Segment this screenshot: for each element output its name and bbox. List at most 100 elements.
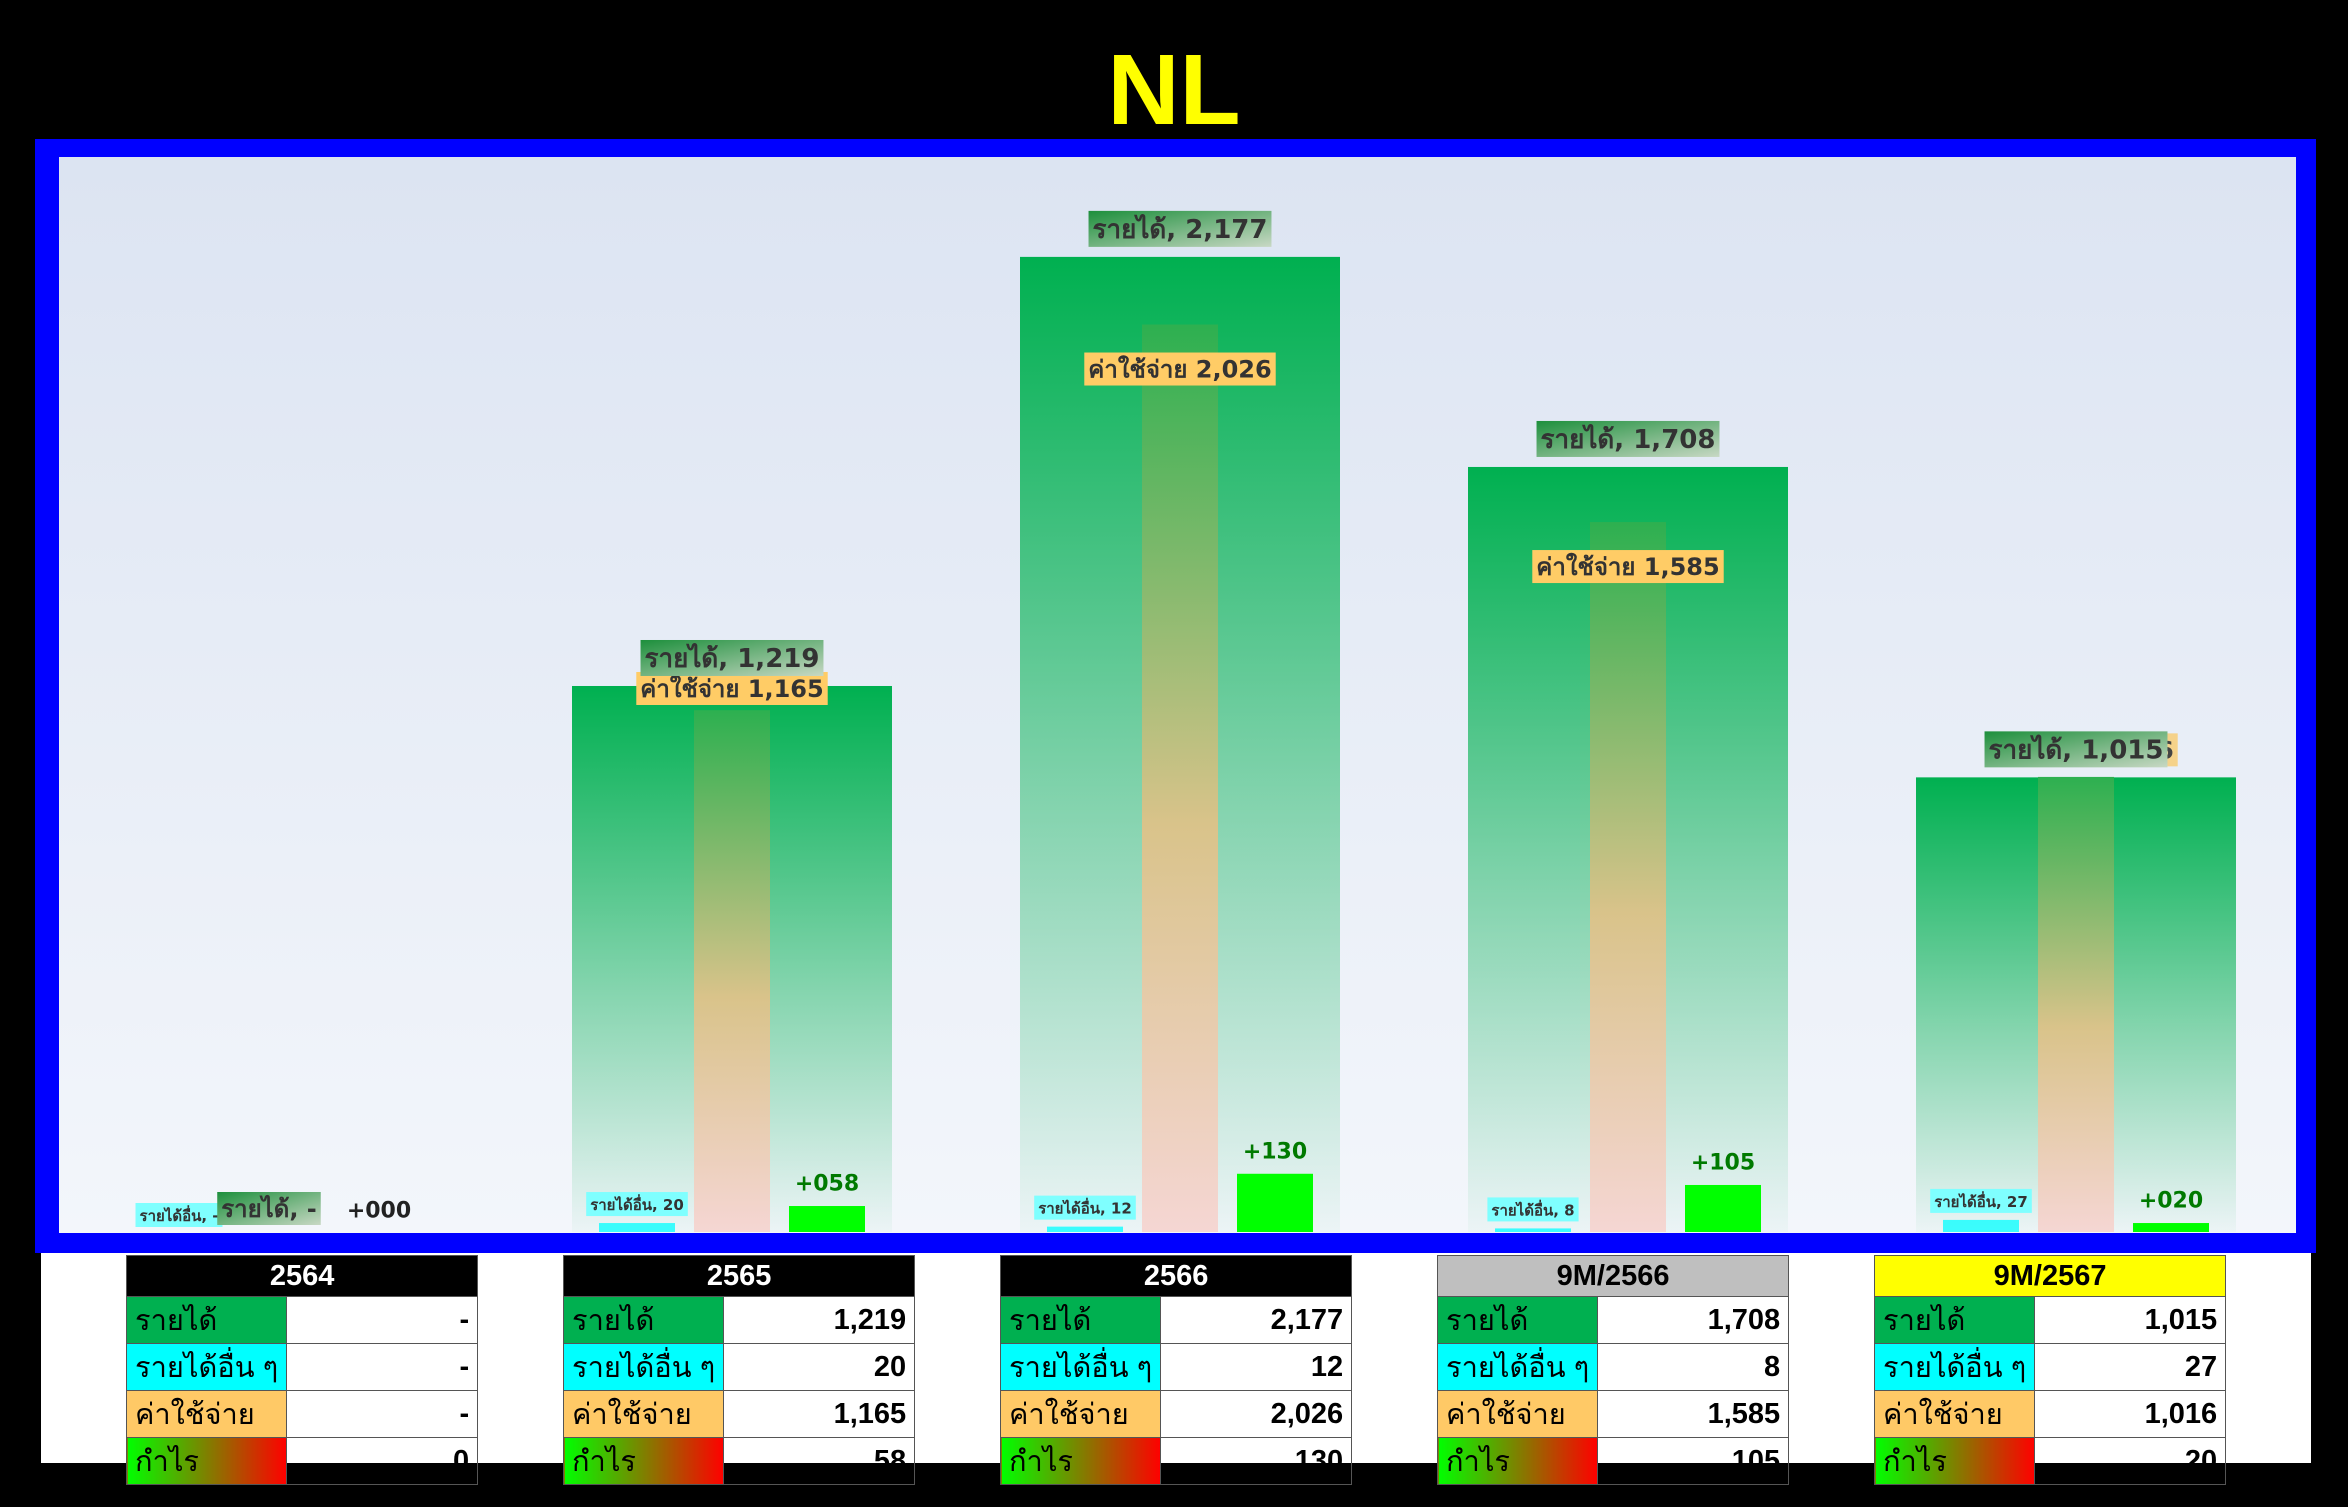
table-row: รายได้อื่น ๆ 20	[562, 1343, 916, 1391]
row-label: รายได้	[125, 1296, 288, 1344]
row-label: กำไร	[999, 1437, 1162, 1485]
table-row: รายได้ -	[125, 1296, 479, 1344]
row-value: 1,015	[2034, 1296, 2227, 1344]
expense-label-bg	[1084, 352, 1276, 386]
other-income-label: รายได้อื่น, 12	[1038, 1198, 1132, 1218]
row-label: รายได้อื่น ๆ	[1436, 1343, 1599, 1391]
page-title: NL	[1107, 34, 1241, 146]
other-income-label-bg	[1930, 1188, 2032, 1213]
profit-bar	[1685, 1184, 1761, 1232]
other-income-bar	[599, 1223, 675, 1232]
other-income-label: รายได้อื่น, 27	[1934, 1191, 2028, 1211]
table-row: รายได้อื่น ๆ 27	[1873, 1343, 2227, 1391]
other-income-bar	[1495, 1228, 1571, 1232]
profit-label: +020	[2139, 1189, 2203, 1214]
row-label: ค่าใช้จ่าย	[562, 1390, 725, 1438]
other-income-bar	[1047, 1226, 1123, 1232]
row-label: กำไร	[125, 1437, 288, 1485]
row-label: รายได้อื่น ๆ	[125, 1343, 288, 1391]
row-label: กำไร	[562, 1437, 725, 1485]
row-value: 27	[2034, 1343, 2227, 1391]
other-income-label-bg	[1487, 1197, 1579, 1222]
row-value: 2,177	[1160, 1296, 1353, 1344]
expense-bar	[1142, 324, 1218, 1232]
row-value: -	[286, 1296, 479, 1344]
row-label: ค่าใช้จ่าย	[1873, 1390, 2036, 1438]
row-value: 1,165	[723, 1390, 916, 1438]
other-income-label: รายได้อื่น, 8	[1491, 1199, 1574, 1219]
expense-bar	[1590, 522, 1666, 1232]
chart-plot-area: รายได้อื่น, - รายได้, - +000 ค่าใช้จ่าย 1,1…	[59, 157, 2296, 1233]
revenue-label: รายได้, -	[221, 1194, 317, 1223]
row-value: 2,026	[1160, 1390, 1353, 1438]
profit-bar	[1237, 1173, 1313, 1232]
table-header: 2564	[125, 1255, 479, 1297]
row-label: รายได้อื่น ๆ	[1873, 1343, 2036, 1391]
revenue-label-bg	[217, 1192, 321, 1225]
row-value: 58	[723, 1437, 916, 1485]
profit-label: +130	[1243, 1139, 1307, 1164]
table-row: กำไร 105	[1436, 1437, 1790, 1485]
table-header: 2565	[562, 1255, 916, 1297]
row-value: 0	[286, 1437, 479, 1485]
table-row: รายได้ 2,177	[999, 1296, 1353, 1344]
summary-table-1: 2564 รายได้ - รายได้อื่น ๆ - ค่าใช้จ่าย - กำไร 0	[125, 1255, 479, 1485]
table-row: ค่าใช้จ่าย 2,026	[999, 1390, 1353, 1438]
revenue-label: รายได้, 2,177	[1093, 213, 1268, 245]
revenue-label: รายได้, 1,708	[1541, 423, 1716, 455]
table-row: รายได้อื่น ๆ 12	[999, 1343, 1353, 1391]
summary-table-2: 2565 รายได้ 1,219 รายได้อื่น ๆ 20 ค่าใช้จ่าย 1…	[562, 1255, 916, 1485]
expense-label: ค่าใช้จ่าย 1,165	[640, 674, 823, 703]
row-value: 1,585	[1597, 1390, 1790, 1438]
expense-bar	[694, 710, 770, 1232]
row-value: 1,708	[1597, 1296, 1790, 1344]
row-value: -	[286, 1343, 479, 1391]
revenue-label-bg	[1088, 210, 1272, 247]
profit-label: +000	[347, 1199, 411, 1224]
row-label: ค่าใช้จ่าย	[1436, 1390, 1599, 1438]
table-row: กำไร 58	[562, 1437, 916, 1485]
expense-label-bg	[1532, 550, 1724, 584]
row-label: กำไร	[1436, 1437, 1599, 1485]
table-row: รายได้ 1,708	[1436, 1296, 1790, 1344]
bar-chart: รายได้อื่น, - รายได้, - +000 ค่าใช้จ่าย 1,1…	[135, 210, 2236, 1233]
table-row: รายได้ 1,219	[562, 1296, 916, 1344]
other-income-label-bg	[1034, 1195, 1136, 1220]
profit-label: +058	[795, 1172, 859, 1197]
row-label: รายได้อื่น ๆ	[999, 1343, 1162, 1391]
profit-label: +105	[1691, 1150, 1755, 1175]
revenue-label-bg	[640, 639, 824, 676]
table-header: 9M/2566	[1436, 1255, 1790, 1297]
table-row: กำไร 130	[999, 1437, 1353, 1485]
expense-label-bg	[636, 671, 828, 705]
revenue-label-bg	[1984, 731, 2168, 768]
summary-tables: 2564 รายได้ - รายได้อื่น ๆ - ค่าใช้จ่าย - กำไร 0…	[41, 1253, 2311, 1485]
table-row: รายได้อื่น ๆ-	[125, 1343, 479, 1391]
summary-table-4: 9M/2566 รายได้ 1,708 รายได้อื่น ๆ 8 ค่าใช้จ่า…	[1436, 1255, 1790, 1485]
other-income-label-bg	[135, 1203, 223, 1227]
row-label: รายได้อื่น ๆ	[562, 1343, 725, 1391]
row-value: 130	[1160, 1437, 1353, 1485]
other-income-label-bg	[586, 1192, 688, 1217]
row-label: กำไร	[1873, 1437, 2036, 1485]
other-income-label: รายได้อื่น, 20	[590, 1194, 684, 1214]
table-row: กำไร 0	[125, 1437, 479, 1485]
row-value: 105	[1597, 1437, 1790, 1485]
expense-bar	[2038, 776, 2114, 1232]
profit-bar	[2133, 1223, 2209, 1232]
row-value: 8	[1597, 1343, 1790, 1391]
summary-table-5: 9M/2567 รายได้ 1,015 รายได้อื่น ๆ 27 ค่าใช้จ่…	[1873, 1255, 2227, 1485]
revenue-label-bg	[1536, 420, 1720, 457]
row-value: 1,016	[2034, 1390, 2227, 1438]
revenue-label: รายได้, 1,219	[645, 642, 820, 674]
row-value: 12	[1160, 1343, 1353, 1391]
row-value: 1,219	[723, 1296, 916, 1344]
row-label: รายได้	[562, 1296, 725, 1344]
row-label: ค่าใช้จ่าย	[125, 1390, 288, 1438]
revenue-label: รายได้, 1,015	[1989, 733, 2164, 765]
table-header: 2566	[999, 1255, 1353, 1297]
row-value: 20	[2034, 1437, 2227, 1485]
table-row: ค่าใช้จ่าย 1,165	[562, 1390, 916, 1438]
table-row: ค่าใช้จ่าย 1,585	[1436, 1390, 1790, 1438]
